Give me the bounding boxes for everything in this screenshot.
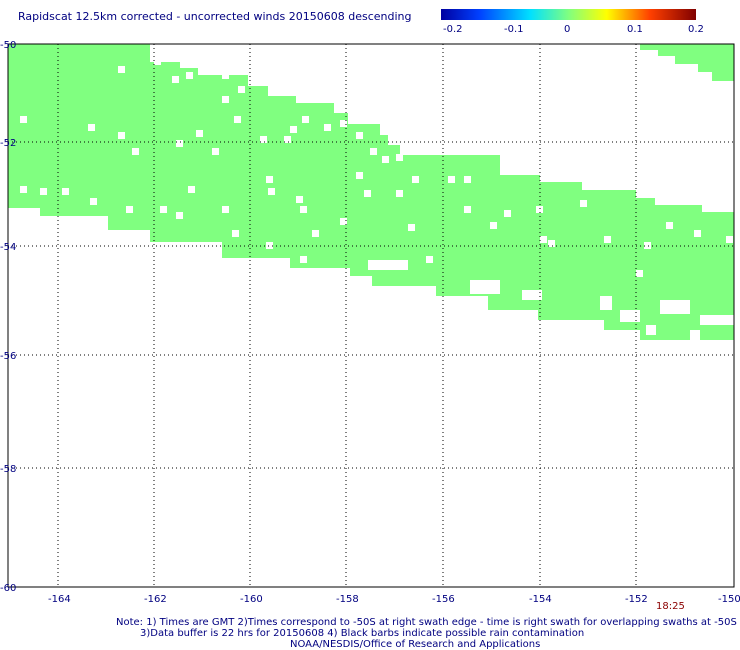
x-tick-6: -152: [625, 594, 648, 605]
x-tick-4: -156: [432, 594, 455, 605]
swath-gaps: [330, 260, 734, 340]
note-line-1: Note: 1) Times are GMT 2)Times correspon…: [116, 617, 737, 628]
colorbar-gradient: [441, 9, 696, 20]
swath-holes: [20, 58, 733, 277]
x-tick-1: -162: [144, 594, 167, 605]
colorbar-tick-2: 0: [564, 24, 570, 35]
y-tick-4: -58: [0, 464, 16, 475]
x-tick-7: -150: [718, 594, 740, 605]
swath-time-label: 18:25: [656, 601, 685, 612]
plot-frame: [7, 43, 735, 588]
x-tick-2: -160: [240, 594, 263, 605]
note-line-3: NOAA/NESDIS/Office of Research and Appli…: [290, 639, 540, 650]
swath-region-corner: [640, 44, 734, 81]
x-tick-0: -164: [48, 594, 71, 605]
colorbar-tick-4: 0.2: [688, 24, 704, 35]
map-title: Rapidscat 12.5km corrected - uncorrected…: [18, 10, 411, 23]
note-line-2: 3)Data buffer is 22 hrs for 20150608 4) …: [140, 628, 584, 639]
colorbar-tick-3: 0.1: [627, 24, 643, 35]
y-tick-3: -56: [0, 351, 16, 362]
grid-lines: [8, 44, 734, 587]
colorbar-tick-0: -0.2: [443, 24, 463, 35]
x-tick-3: -158: [336, 594, 359, 605]
colorbar-tick-1: -0.1: [504, 24, 524, 35]
y-tick-5: -60: [0, 583, 16, 594]
y-tick-2: -54: [0, 242, 16, 253]
plot-area: -50 -52 -54 -56 -58 -60 -164 -162 -160 -…: [0, 40, 740, 605]
x-tick-5: -154: [529, 594, 552, 605]
y-tick-1: -52: [0, 138, 16, 149]
colorbar: -0.2 -0.1 0 0.1 0.2: [441, 9, 704, 35]
y-tick-0: -50: [0, 40, 16, 51]
